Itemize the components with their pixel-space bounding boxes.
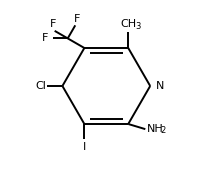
Text: F: F (73, 14, 79, 24)
Text: N: N (155, 81, 163, 91)
Text: NH: NH (146, 124, 163, 134)
Text: 2: 2 (160, 126, 165, 135)
Text: Cl: Cl (35, 81, 46, 91)
Text: I: I (82, 142, 86, 152)
Text: F: F (42, 33, 48, 43)
Text: CH: CH (120, 19, 136, 29)
Text: F: F (50, 19, 56, 29)
Text: 3: 3 (135, 22, 140, 31)
